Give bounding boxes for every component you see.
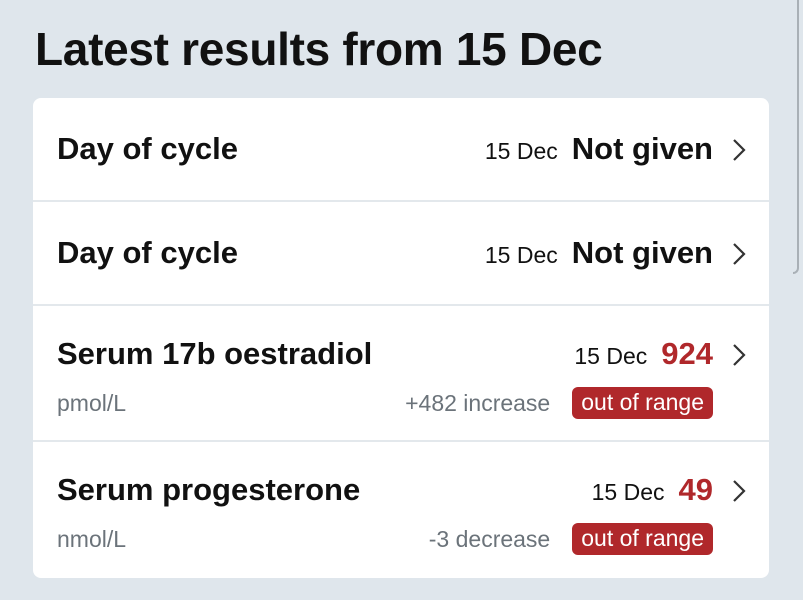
status-badge: out of range	[572, 387, 713, 419]
result-change: +482 increase	[405, 389, 551, 416]
result-date: 15 Dec	[574, 343, 648, 369]
result-date: 15 Dec	[591, 479, 665, 505]
chevron-icon	[733, 480, 746, 502]
result-value: 49	[678, 472, 713, 507]
result-date: 15 Dec	[484, 138, 558, 164]
result-unit: pmol/L	[57, 389, 127, 416]
result-name: Day of cycle	[57, 131, 238, 166]
result-name: Serum 17b oestradiol	[57, 336, 373, 371]
result-unit: nmol/L	[57, 525, 127, 552]
result-date: 15 Dec	[484, 242, 558, 268]
page-title: Latest results from 15 Dec	[35, 23, 603, 75]
result-summary: 15 Dec 924	[574, 336, 713, 372]
result-row[interactable]: Serum 17b oestradiol 15 Dec 924 pmol/L +482 …	[33, 306, 769, 442]
result-summary: 15 Dec Not given	[485, 131, 713, 167]
chevron-icon	[733, 344, 746, 366]
results-card: Day of cycle 15 Dec Not given Day of cycle 1…	[33, 98, 769, 578]
status-badge: out of range	[572, 523, 713, 555]
result-change: -3 decrease	[428, 525, 551, 552]
result-summary: 15 Dec 49	[592, 472, 713, 508]
result-value: Not given	[571, 235, 713, 270]
result-row[interactable]: Day of cycle 15 Dec Not given	[33, 98, 769, 202]
result-name: Serum progesterone	[57, 472, 361, 507]
result-name: Day of cycle	[57, 235, 238, 270]
result-value: 924	[661, 336, 713, 371]
chevron-icon	[733, 139, 746, 161]
result-summary: 15 Dec Not given	[485, 235, 713, 271]
result-details: pmol/L +482 increase out of range	[57, 386, 713, 420]
result-details: nmol/L -3 decrease out of range	[57, 522, 713, 556]
result-row[interactable]: Day of cycle 15 Dec Not given	[33, 202, 769, 306]
scrollbar	[793, 0, 799, 274]
result-row[interactable]: Serum progesterone 15 Dec 49 nmol/L -3 decre…	[33, 442, 769, 578]
chevron-icon	[733, 243, 746, 265]
result-value: Not given	[571, 131, 713, 166]
